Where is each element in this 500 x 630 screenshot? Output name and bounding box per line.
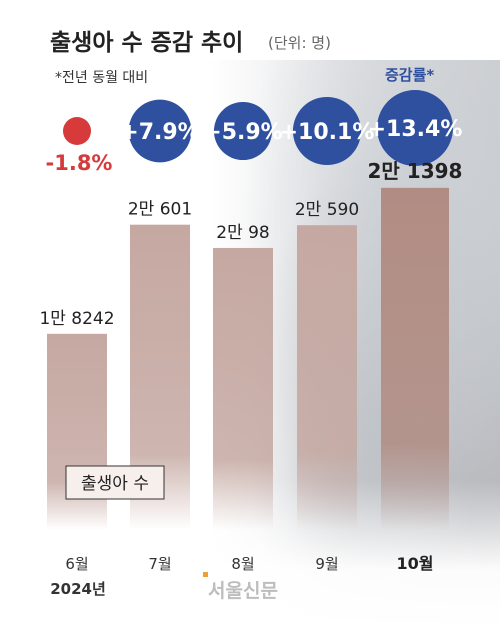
x-axis-ticks: 6월 7월 8월 9월 10월 [65, 554, 433, 573]
bars-layer [47, 187, 449, 531]
bar-1 [47, 333, 107, 530]
x-tick-4: 9월 [315, 555, 338, 573]
chart-title: 출생아 수 증감 추이 [50, 30, 243, 56]
value-label-1: 1만 8242 [39, 309, 114, 329]
value-label-3: 2만 98 [216, 223, 270, 243]
year-label: 2024년 [50, 580, 106, 598]
unit-label: (단위: 명) [268, 34, 331, 52]
growth-rate-label-3: +5.9% [203, 120, 282, 145]
x-tick-3: 8월 [231, 555, 254, 573]
growth-rates-layer: -1.8% +7.9% +5.9%+10.1%+13.4% [46, 90, 463, 175]
growth-rate-label-1: -1.8% [46, 151, 113, 175]
growth-rate-circle-3 [213, 101, 273, 161]
growth-rate-circle-5 [377, 90, 453, 166]
bar-5 [381, 187, 449, 530]
growth-rate-label-2: +7.9% [120, 120, 199, 145]
value-label-5: 2만 1398 [368, 159, 463, 183]
series-label: 출생아 수 [81, 474, 149, 494]
watermark-logo-mark [203, 572, 208, 577]
growth-rate-label-4: +10.1% [280, 120, 375, 145]
growth-rate-label-5: +13.4% [368, 117, 463, 142]
footnote: *전년 동월 대비 [55, 70, 148, 86]
value-labels-layer: 1만 8242 2만 601 2만 98 2만 590 2만 1398 [39, 159, 462, 329]
growth-rate-circle-4 [292, 96, 362, 166]
growth-rate-circle-2 [128, 99, 192, 163]
value-label-4: 2만 590 [295, 200, 359, 220]
x-tick-1: 6월 [65, 555, 88, 573]
bar-3 [213, 247, 273, 530]
watermark: 서울신문 [208, 580, 278, 602]
x-tick-2: 7월 [148, 555, 171, 573]
growth-rate-legend: 증감률* [385, 66, 434, 84]
negative-rate-dot [63, 117, 91, 145]
series-label-box [65, 465, 165, 500]
x-tick-5: 10월 [397, 554, 434, 573]
value-label-2: 2만 601 [128, 200, 192, 220]
bar-4 [297, 225, 357, 530]
